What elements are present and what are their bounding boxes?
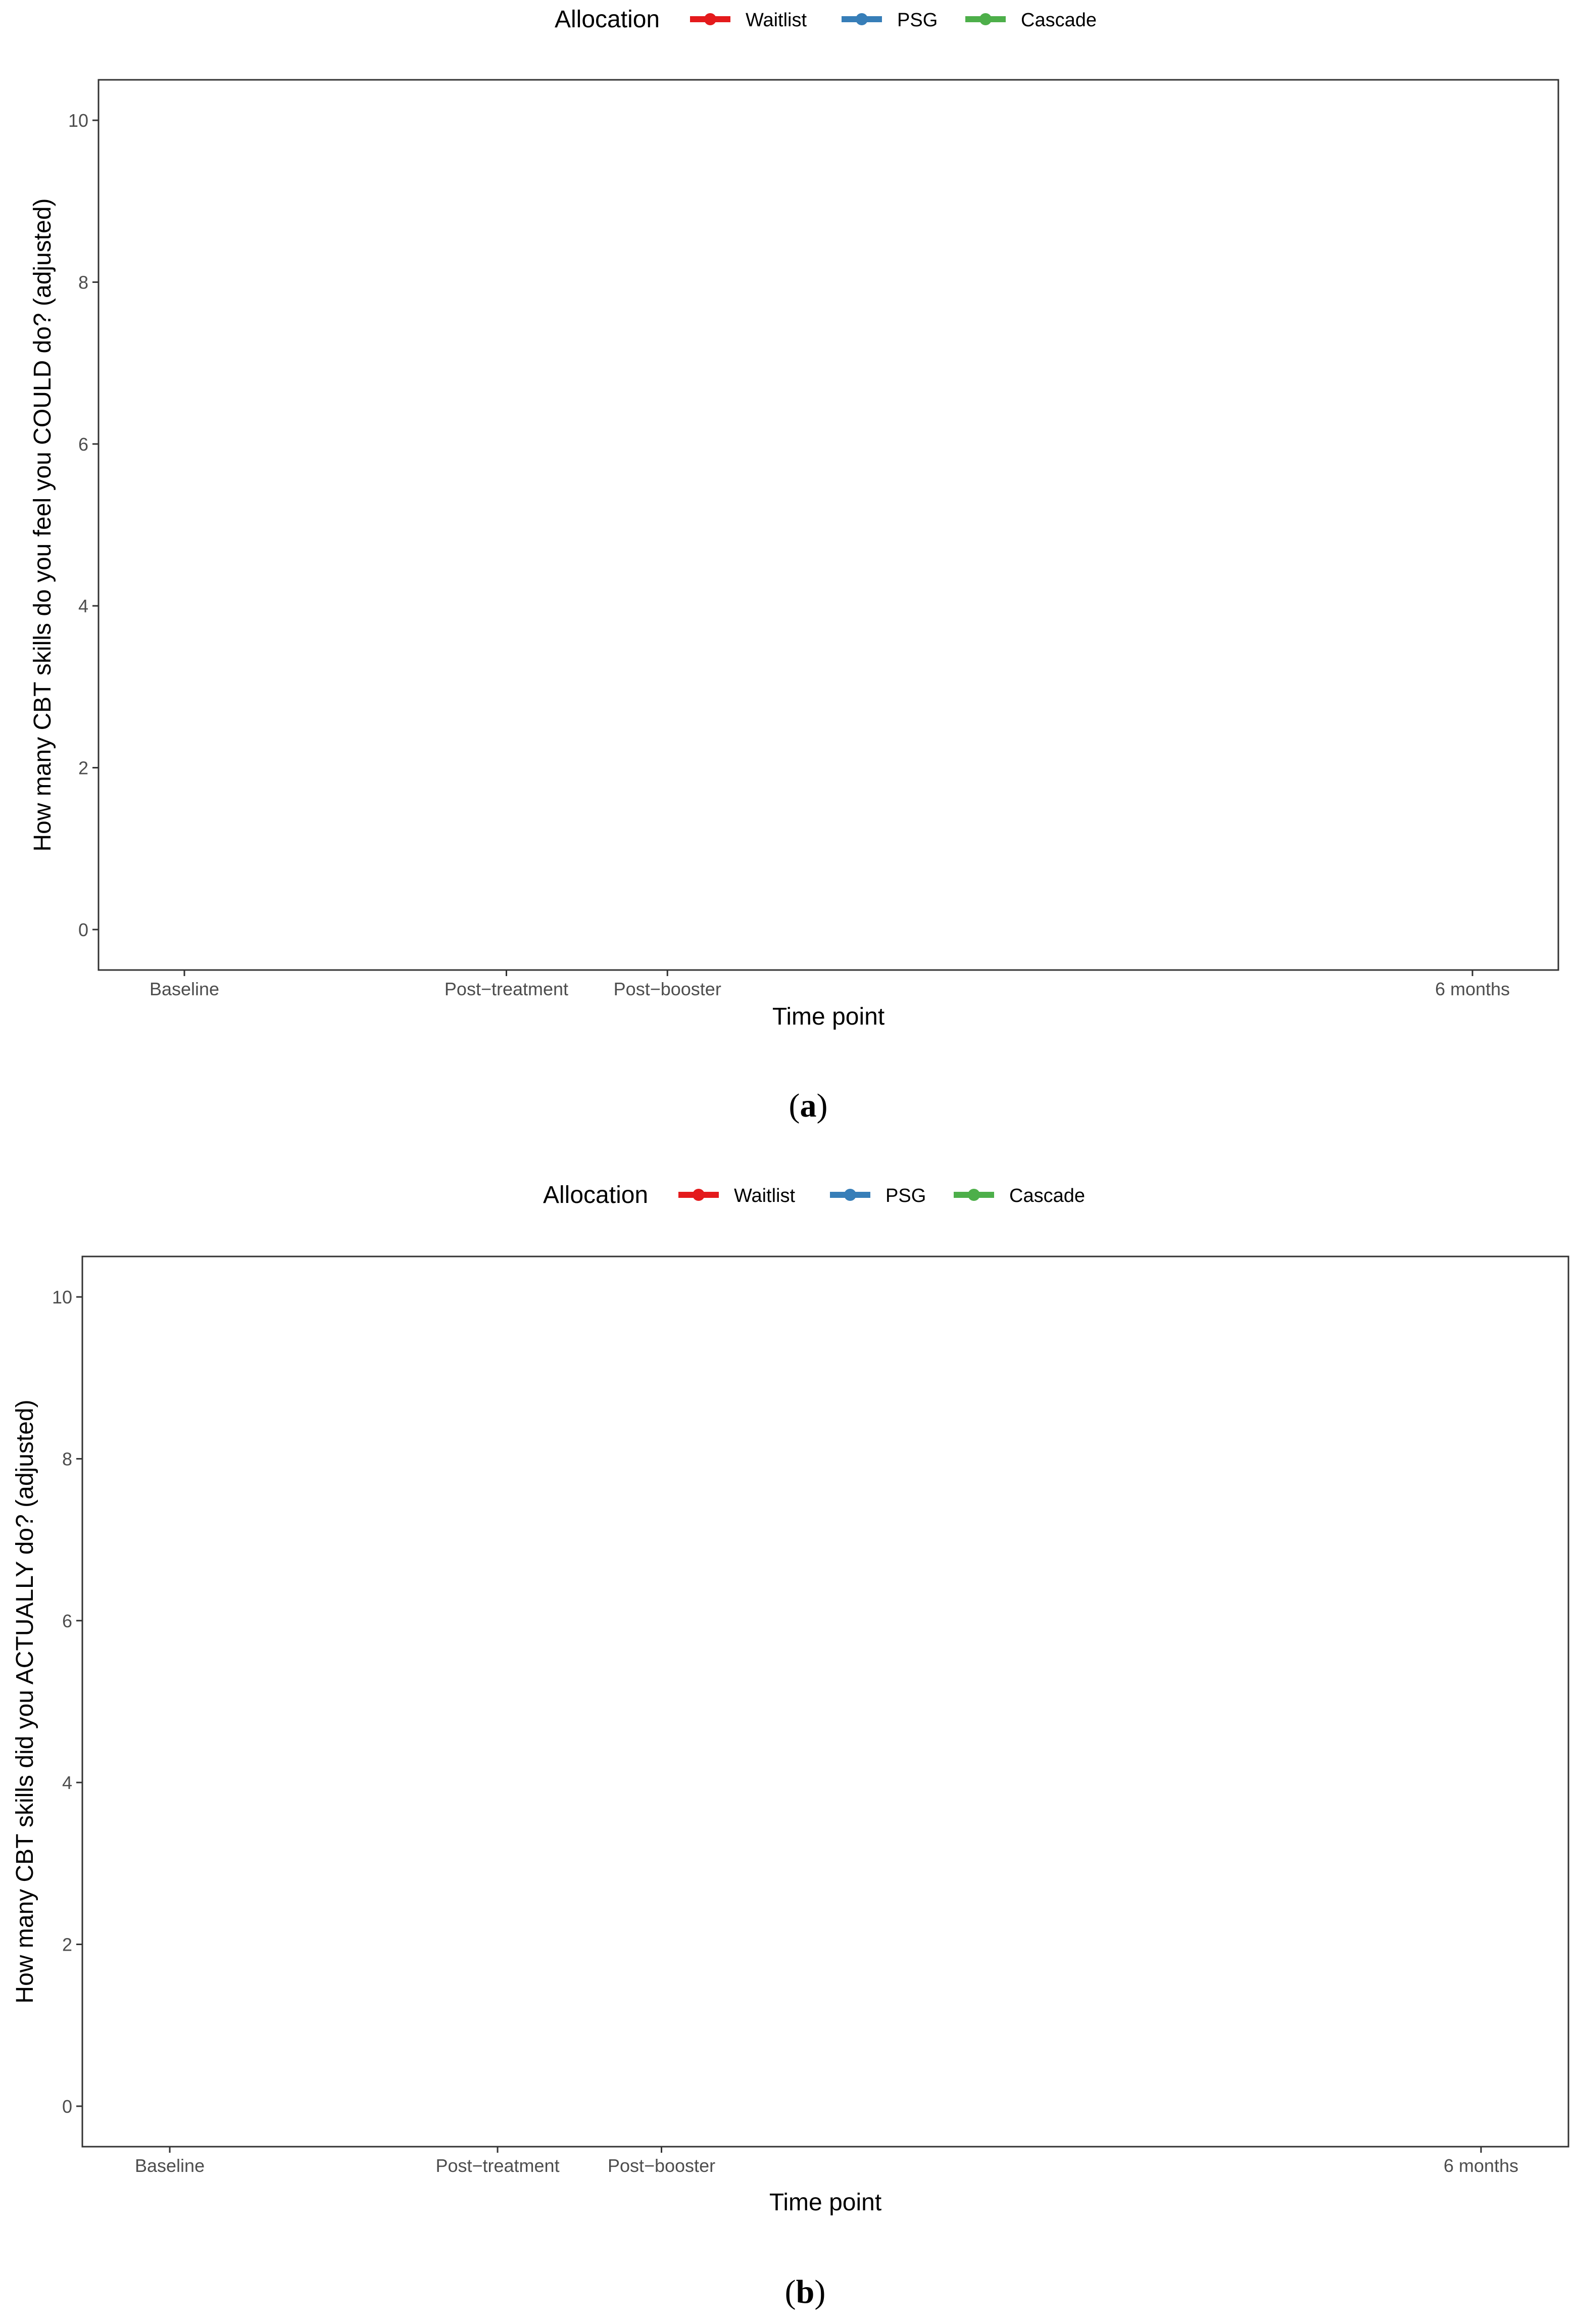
legend-title: Allocation	[555, 6, 660, 33]
y-tick-label: 0	[62, 2096, 72, 2117]
chart-panel-b: Allocation Waitlist PSG Cascade 0 2 4 6 8 10 Basel…	[12, 1182, 1569, 2310]
y-tick-label: 8	[78, 272, 88, 293]
y-tick-label: 10	[52, 1287, 72, 1308]
x-tick-label: Baseline	[135, 2155, 205, 2176]
plot-frame-a	[97, 79, 1559, 971]
y-tick-label: 4	[78, 596, 88, 616]
panel-caption-b: (b)	[785, 2273, 826, 2310]
legend-item-psg: PSG	[842, 10, 938, 31]
legend-a: Allocation Waitlist PSG Cascade	[555, 6, 1097, 33]
y-tick-label: 4	[62, 1772, 72, 1793]
y-tick-label: 2	[62, 1934, 72, 1955]
y-tick-label: 6	[62, 1611, 72, 1631]
y-axis-title: How many CBT skills do you feel you COUL…	[29, 199, 56, 852]
y-tick-label: 6	[78, 434, 88, 455]
x-tick-label: Baseline	[150, 979, 219, 999]
y-tick-label: 10	[68, 110, 88, 131]
x-tick-label: 6 months	[1444, 2155, 1518, 2176]
legend-label: PSG	[886, 1185, 926, 1206]
chart-panel-a: Allocation Waitlist PSG Cascade 0 2 4 6 8 10 Basel…	[29, 6, 1559, 1124]
legend-title: Allocation	[543, 1182, 648, 1208]
legend-item-cascade: Cascade	[954, 1185, 1085, 1206]
legend-swatch-point	[693, 1189, 705, 1201]
legend-label: PSG	[897, 10, 938, 31]
x-tick-label: 6 months	[1435, 979, 1510, 999]
axes-a: 0 2 4 6 8 10 Baseline Post−treatment Post−booste…	[68, 110, 1510, 999]
x-tick-label: Post−treatment	[445, 979, 568, 999]
legend-item-cascade: Cascade	[965, 10, 1097, 31]
legend-item-psg: PSG	[830, 1185, 926, 1206]
legend-swatch-point	[856, 13, 868, 25]
x-axis-title: Time point	[769, 2189, 881, 2216]
panel-caption-a: (a)	[789, 1087, 828, 1124]
legend-b: Allocation Waitlist PSG Cascade	[543, 1182, 1085, 1208]
x-tick-label: Post−booster	[614, 979, 721, 999]
plot-frame-b	[81, 1255, 1569, 2148]
legend-label: Cascade	[1021, 10, 1097, 31]
legend-label: Waitlist	[746, 10, 807, 31]
legend-label: Waitlist	[734, 1185, 795, 1206]
legend-swatch-point	[979, 13, 992, 25]
legend-item-waitlist: Waitlist	[678, 1185, 795, 1206]
axes-b: 0 2 4 6 8 10 Baseline Post−treatment Post−booste…	[52, 1287, 1518, 2176]
x-tick-label: Post−treatment	[435, 2155, 559, 2176]
y-tick-label: 2	[78, 758, 88, 779]
y-axis-title: How many CBT skills did you ACTUALLY do?…	[12, 1399, 38, 2003]
legend-label: Cascade	[1009, 1185, 1085, 1206]
y-tick-label: 8	[62, 1448, 72, 1469]
legend-swatch-point	[844, 1189, 856, 1201]
legend-item-waitlist: Waitlist	[690, 10, 807, 31]
y-tick-label: 0	[78, 919, 88, 940]
legend-swatch-point	[968, 1189, 980, 1201]
x-tick-label: Post−booster	[608, 2155, 715, 2176]
legend-swatch-point	[704, 13, 716, 25]
x-axis-title: Time point	[772, 1003, 884, 1030]
